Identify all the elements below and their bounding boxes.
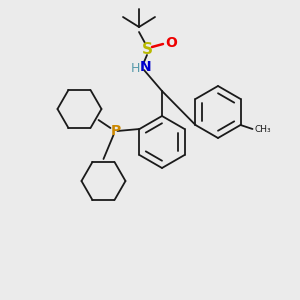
Text: O: O: [165, 36, 177, 50]
Text: H: H: [130, 61, 140, 74]
Text: N: N: [140, 60, 152, 74]
Text: P: P: [110, 124, 121, 138]
Text: CH₃: CH₃: [254, 124, 271, 134]
Text: S: S: [142, 41, 152, 56]
